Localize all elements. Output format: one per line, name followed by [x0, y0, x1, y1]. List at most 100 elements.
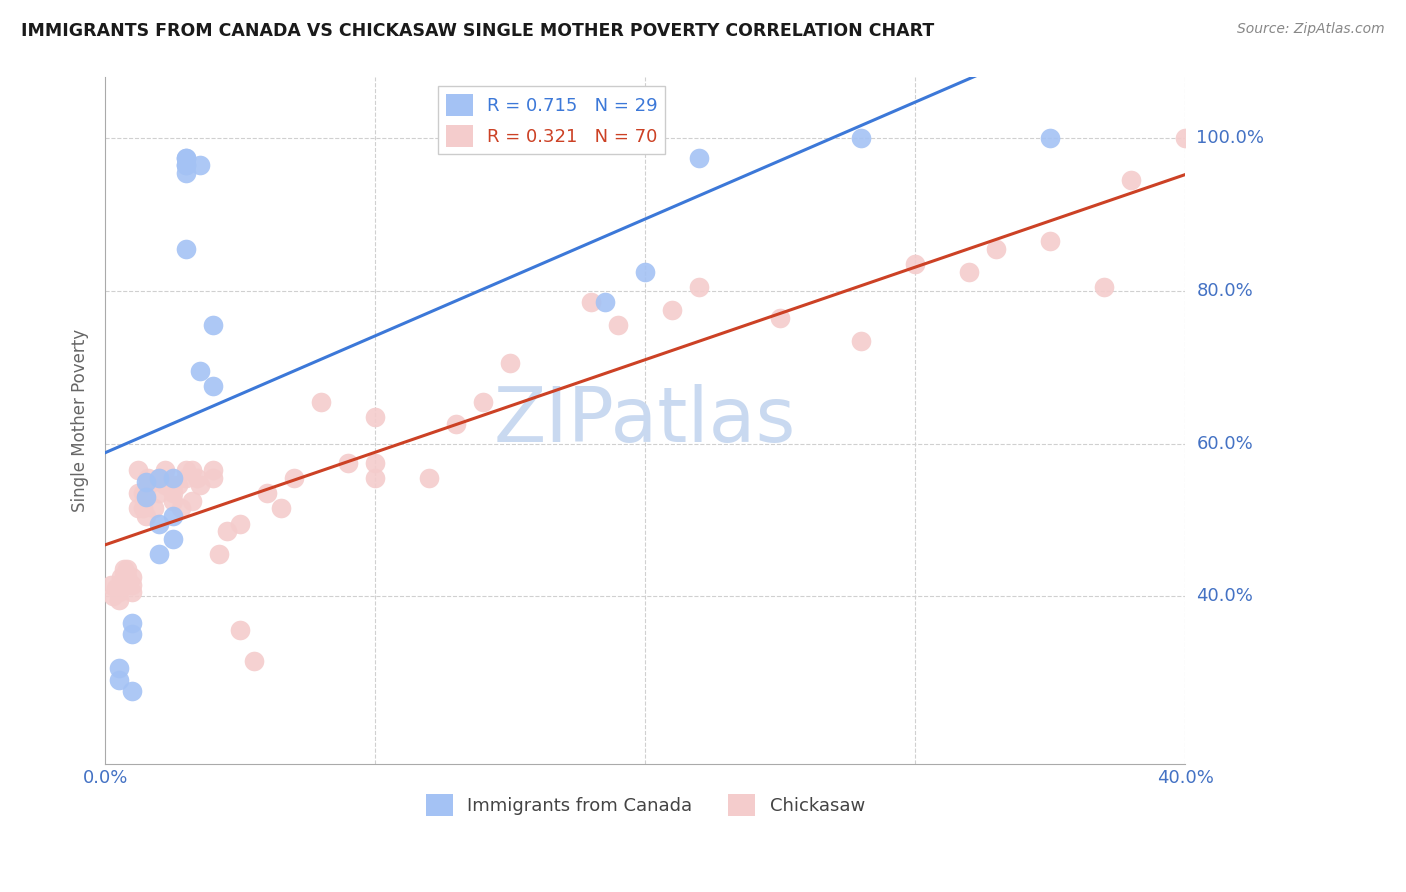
- Point: [256, 486, 278, 500]
- Point: [337, 456, 360, 470]
- Point: [188, 158, 211, 172]
- Point: [135, 475, 157, 489]
- Point: [174, 242, 197, 256]
- Point: [188, 364, 211, 378]
- Point: [162, 471, 184, 485]
- Point: [180, 463, 202, 477]
- Point: [112, 570, 135, 584]
- Point: [121, 684, 143, 698]
- Text: ZIPatlas: ZIPatlas: [494, 384, 796, 458]
- Point: [229, 516, 252, 531]
- Text: Source: ZipAtlas.com: Source: ZipAtlas.com: [1237, 22, 1385, 37]
- Point: [153, 478, 176, 492]
- Point: [121, 577, 143, 591]
- Point: [202, 379, 225, 393]
- Point: [180, 493, 202, 508]
- Point: [202, 318, 225, 333]
- Point: [174, 158, 197, 172]
- Point: [202, 463, 225, 477]
- Point: [174, 471, 197, 485]
- Text: 40.0%: 40.0%: [1197, 587, 1253, 605]
- Point: [121, 615, 143, 630]
- Legend: Immigrants from Canada, Chickasaw: Immigrants from Canada, Chickasaw: [419, 787, 872, 823]
- Point: [242, 654, 264, 668]
- Point: [593, 295, 616, 310]
- Point: [107, 673, 129, 687]
- Point: [148, 471, 170, 485]
- Point: [107, 592, 129, 607]
- Point: [132, 486, 155, 500]
- Point: [634, 265, 657, 279]
- Point: [148, 547, 170, 561]
- Point: [162, 486, 184, 500]
- Point: [167, 478, 190, 492]
- Point: [174, 151, 197, 165]
- Point: [1092, 280, 1115, 294]
- Text: 80.0%: 80.0%: [1197, 282, 1253, 300]
- Point: [112, 562, 135, 576]
- Point: [634, 131, 657, 145]
- Point: [174, 158, 197, 172]
- Point: [138, 471, 160, 485]
- Point: [1174, 131, 1197, 145]
- Point: [121, 585, 143, 599]
- Point: [148, 486, 170, 500]
- Text: 60.0%: 60.0%: [1197, 434, 1253, 452]
- Point: [581, 295, 603, 310]
- Point: [499, 356, 522, 370]
- Point: [107, 661, 129, 675]
- Point: [115, 562, 138, 576]
- Point: [188, 478, 211, 492]
- Point: [162, 532, 184, 546]
- Point: [121, 570, 143, 584]
- Point: [769, 310, 792, 325]
- Point: [904, 257, 927, 271]
- Point: [283, 471, 305, 485]
- Point: [100, 577, 122, 591]
- Point: [1121, 173, 1143, 187]
- Point: [110, 570, 132, 584]
- Y-axis label: Single Mother Poverty: Single Mother Poverty: [72, 329, 89, 512]
- Point: [364, 471, 387, 485]
- Point: [148, 471, 170, 485]
- Point: [202, 471, 225, 485]
- Point: [121, 627, 143, 641]
- Point: [688, 151, 710, 165]
- Point: [1039, 131, 1062, 145]
- Point: [207, 547, 229, 561]
- Point: [229, 624, 252, 638]
- Point: [174, 151, 197, 165]
- Text: IMMIGRANTS FROM CANADA VS CHICKASAW SINGLE MOTHER POVERTY CORRELATION CHART: IMMIGRANTS FROM CANADA VS CHICKASAW SING…: [21, 22, 935, 40]
- Point: [215, 524, 238, 539]
- Point: [1039, 235, 1062, 249]
- Point: [418, 471, 440, 485]
- Point: [153, 463, 176, 477]
- Point: [688, 280, 710, 294]
- Point: [127, 486, 149, 500]
- Point: [138, 478, 160, 492]
- Point: [364, 456, 387, 470]
- Point: [103, 589, 125, 603]
- Point: [661, 303, 683, 318]
- Point: [135, 508, 157, 523]
- Point: [110, 577, 132, 591]
- Point: [364, 409, 387, 424]
- Point: [957, 265, 980, 279]
- Point: [105, 582, 128, 596]
- Point: [170, 501, 193, 516]
- Point: [309, 394, 332, 409]
- Point: [107, 585, 129, 599]
- Point: [186, 471, 208, 485]
- Point: [270, 501, 292, 516]
- Point: [986, 242, 1008, 256]
- Point: [127, 501, 149, 516]
- Point: [132, 501, 155, 516]
- Point: [162, 508, 184, 523]
- Point: [127, 463, 149, 477]
- Point: [446, 417, 468, 432]
- Point: [851, 334, 873, 348]
- Point: [472, 394, 495, 409]
- Point: [162, 493, 184, 508]
- Text: 100.0%: 100.0%: [1197, 129, 1264, 147]
- Point: [135, 490, 157, 504]
